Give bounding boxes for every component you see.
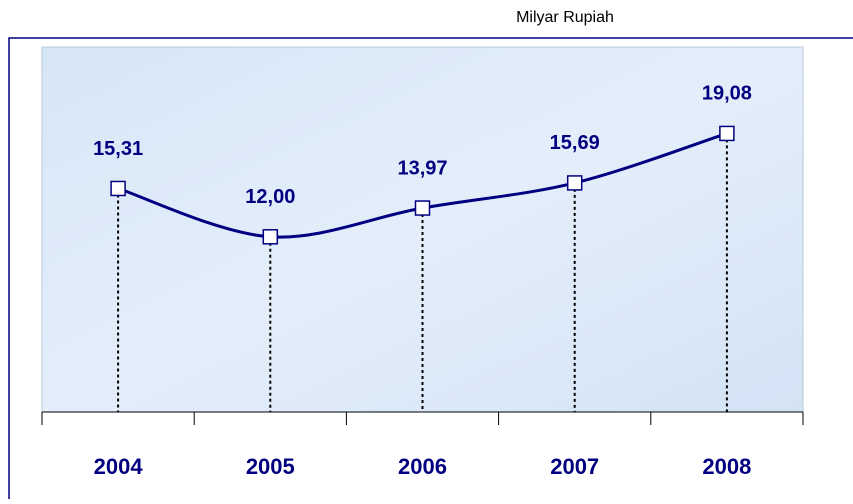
point-marker bbox=[414, 200, 431, 216]
point-marker bbox=[110, 180, 126, 197]
data-label: 15,31 bbox=[93, 138, 143, 160]
data-label: 13,97 bbox=[397, 157, 447, 179]
data-label: 12,00 bbox=[245, 186, 295, 208]
point-marker bbox=[719, 125, 735, 142]
x-tick-label: 2008 bbox=[702, 454, 751, 479]
x-tick-label: 2007 bbox=[550, 454, 599, 479]
data-label: 15,69 bbox=[550, 132, 600, 154]
data-label: 19,08 bbox=[702, 83, 752, 105]
x-tick-label: 2006 bbox=[398, 454, 447, 479]
point-marker bbox=[262, 229, 279, 245]
point-marker bbox=[566, 175, 583, 191]
unit-label: Milyar Rupiah bbox=[516, 9, 614, 26]
plot-area bbox=[41, 46, 804, 413]
x-tick-label: 2004 bbox=[94, 454, 144, 479]
x-tick-label: 2005 bbox=[246, 454, 295, 479]
